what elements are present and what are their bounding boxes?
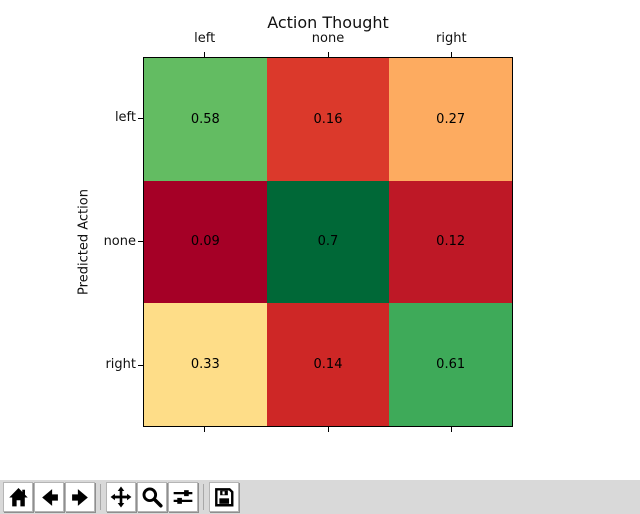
y-tick-label-left: left <box>114 110 136 125</box>
left-tick-mark <box>138 118 143 119</box>
y-axis-label: Predicted Action <box>76 189 92 295</box>
bottom-tick-mark <box>328 427 329 432</box>
top-tick-mark <box>204 52 205 57</box>
pan-button[interactable] <box>106 482 136 512</box>
chart-title: Action Thought <box>267 13 389 32</box>
heatmap-cell: 0.27 <box>389 58 512 181</box>
pan-move-icon <box>110 486 132 508</box>
home-icon <box>8 487 29 508</box>
toolbar-separator <box>203 484 204 510</box>
heatmap-cell: 0.09 <box>144 180 267 304</box>
top-tick-mark <box>328 52 329 57</box>
heatmap-cell: 0.16 <box>266 58 390 181</box>
y-tick-label-right: right <box>105 357 136 372</box>
home-button[interactable] <box>3 482 33 512</box>
bottom-tick-mark <box>204 427 205 432</box>
toolbar-separator <box>100 484 101 510</box>
heatmap-cell: 0.61 <box>389 303 512 426</box>
save-button[interactable] <box>209 482 239 512</box>
zoom-magnifier-icon <box>141 486 163 508</box>
left-tick-mark <box>138 241 143 242</box>
configure-subplots-button[interactable] <box>168 482 198 512</box>
zoom-button[interactable] <box>137 482 167 512</box>
forward-arrow-icon <box>70 487 91 508</box>
x-tick-label-left: left <box>194 31 216 46</box>
heatmap-cell: 0.7 <box>266 180 390 304</box>
x-tick-labels: left none right <box>143 31 513 46</box>
heatmap-cell: 0.14 <box>266 303 390 426</box>
back-button[interactable] <box>34 482 64 512</box>
heatmap-cell: 0.58 <box>144 58 267 181</box>
navigation-toolbar <box>0 480 640 514</box>
top-tick-mark <box>451 52 452 57</box>
x-tick-label-right: right <box>436 31 467 46</box>
figure-canvas: Action Thought left none right left none… <box>76 13 513 432</box>
heatmap-cell: 0.12 <box>389 180 512 304</box>
forward-button[interactable] <box>65 482 95 512</box>
left-tick-mark <box>138 365 143 366</box>
heatmap: 0.58 0.16 0.27 0.09 0.7 0.12 0.33 0.14 0… <box>143 57 513 427</box>
back-arrow-icon <box>39 487 60 508</box>
heatmap-cell: 0.33 <box>144 303 267 426</box>
sliders-icon <box>172 486 194 508</box>
bottom-tick-mark <box>451 427 452 432</box>
y-tick-label-none: none <box>103 234 136 249</box>
x-tick-label-none: none <box>311 31 345 46</box>
save-floppy-icon <box>213 486 235 508</box>
